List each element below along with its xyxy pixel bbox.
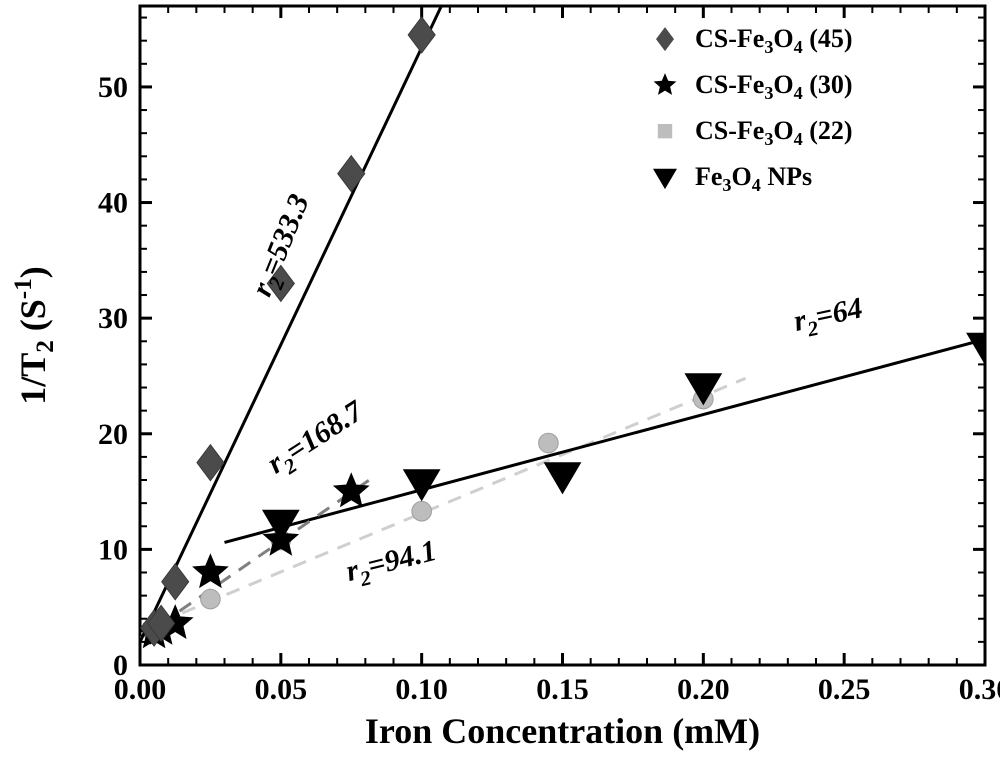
legend-label: Fe3O4 NPs xyxy=(695,162,812,195)
y-tick-label: 0 xyxy=(113,649,128,682)
legend-label: CS-Fe3O4 (22) xyxy=(695,116,853,149)
x-tick-label: 0.15 xyxy=(536,673,589,706)
legend-label: CS-Fe3O4 (30) xyxy=(695,70,853,103)
svg-text:r2=168.7: r2=168.7 xyxy=(261,394,373,485)
relaxivity-chart: 0.000.050.100.150.200.250.3001020304050I… xyxy=(0,0,1000,758)
svg-text:r2=94.1: r2=94.1 xyxy=(343,534,442,594)
y-tick-label: 50 xyxy=(98,71,128,104)
legend-item: CS-Fe3O4 (30) xyxy=(654,70,853,103)
legend: CS-Fe3O4 (45) CS-Fe3O4 (30) CS-Fe3O4 (22) F… xyxy=(653,24,853,195)
x-axis-label: Iron Concentration (mM) xyxy=(365,711,760,751)
y-tick-label: 10 xyxy=(98,533,128,566)
svg-text:r2=64: r2=64 xyxy=(791,291,867,344)
x-tick-label: 0.10 xyxy=(395,673,448,706)
x-tick-label: 0.20 xyxy=(677,673,730,706)
annotation: r2=168.7 xyxy=(261,394,373,485)
x-tick-label: 0.30 xyxy=(959,673,1000,706)
legend-item: Fe3O4 NPs xyxy=(653,162,812,195)
x-tick-label: 0.05 xyxy=(255,673,308,706)
y-tick-label: 20 xyxy=(98,418,128,451)
legend-item: CS-Fe3O4 (45) xyxy=(656,24,853,57)
chart-svg: 0.000.050.100.150.200.250.3001020304050I… xyxy=(0,0,1000,758)
legend-label: CS-Fe3O4 (45) xyxy=(695,24,853,57)
annotation: r2=64 xyxy=(791,291,867,344)
y-tick-label: 40 xyxy=(98,187,128,220)
x-tick-label: 0.25 xyxy=(818,673,871,706)
y-tick-label: 30 xyxy=(98,302,128,335)
legend-item: CS-Fe3O4 (22) xyxy=(658,116,853,149)
y-axis-label: 1/T2 (S-1) xyxy=(10,266,59,405)
annotation: r2=94.1 xyxy=(343,534,442,594)
